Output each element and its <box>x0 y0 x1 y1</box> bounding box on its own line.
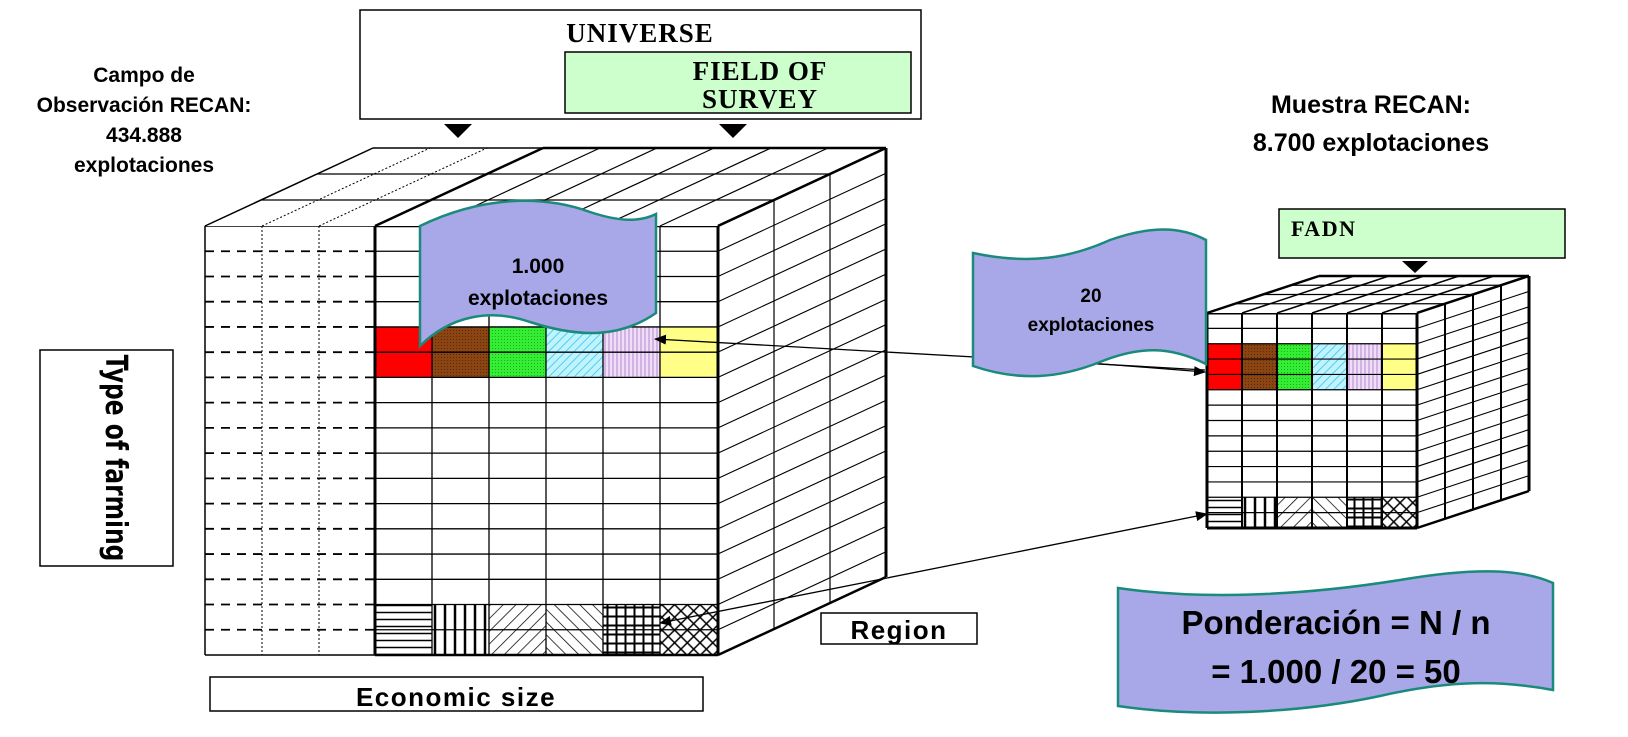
fadn-pointer-triangle <box>1402 261 1428 273</box>
economic-size-label: Economic size <box>356 682 556 712</box>
field-of-survey-box <box>564 51 912 114</box>
flag-1000-line2: explotaciones <box>468 287 608 310</box>
big-cube-side-row-line <box>717 575 887 657</box>
campo-line3: 434.888 <box>106 124 182 147</box>
big-cube-side-row-line <box>717 349 887 429</box>
small-cube-type-cell <box>1382 343 1417 390</box>
flag-20-explotaciones <box>971 228 1208 378</box>
big-cube-side-face <box>718 148 886 655</box>
region-box <box>820 612 978 645</box>
flag-1000-line1: 1.000 <box>512 255 565 278</box>
muestra-line2: 8.700 explotaciones <box>1253 129 1489 157</box>
big-cube-side-row-line <box>717 425 887 505</box>
small-cube-type-cell <box>1242 343 1277 390</box>
campo-line1: Campo de <box>93 64 195 87</box>
big-cube-side-row-line <box>717 374 887 454</box>
arrow-bottom-to-big <box>659 577 888 626</box>
small-cube-type-cell <box>1312 343 1347 390</box>
campo-line4: explotaciones <box>74 154 214 177</box>
big-cube-top-depth-line-dotted <box>318 147 488 227</box>
big-cube-side-row-line <box>717 273 887 353</box>
universe-label: UNIVERSE <box>566 18 714 48</box>
flag-1000-explotaciones <box>418 199 658 350</box>
big-cube-top-depth-line <box>602 147 772 227</box>
fadn-box <box>1278 208 1566 259</box>
big-cube-side-row-line <box>717 146 887 228</box>
ponderacion-line1: Ponderación = N / n <box>1182 604 1491 641</box>
flag-20-line1: 20 <box>1080 286 1101 307</box>
big-cube-side-row-line <box>717 526 887 606</box>
type-of-farming-label: Type of farming <box>98 355 133 562</box>
big-cube-side-row-line <box>717 450 887 530</box>
big-cube-top-depth-line <box>659 147 829 227</box>
small-cube-type-cell <box>1277 343 1312 390</box>
big-cube-side-row-line <box>717 551 887 631</box>
big-cube-top-depth-line <box>374 146 544 228</box>
field-of-survey-line1: FIELD OF <box>693 56 828 86</box>
type-of-farming-box <box>39 349 174 567</box>
big-cube-side-row-line <box>717 324 887 404</box>
big-cube-top-depth-line-dotted <box>261 147 431 227</box>
big-cube-side-row-line <box>717 223 887 303</box>
arrow-flag20-to-sample <box>1089 362 1206 377</box>
big-cube-side-row-line <box>717 399 887 479</box>
big-cube-side-row-line <box>717 248 887 328</box>
big-cube-side-row-line <box>717 172 887 252</box>
small-cube-type-cell <box>1207 343 1242 390</box>
muestra-recan-text: Muestra RECAN: 8.700 explotaciones <box>1253 91 1489 157</box>
pointer-triangle-left <box>444 124 472 138</box>
fadn-sample-cube <box>1205 274 1531 530</box>
ponderacion-line2: = 1.000 / 20 = 50 <box>1211 653 1461 690</box>
small-cube-type-cell <box>1347 343 1382 390</box>
big-cube-side-row-line <box>717 500 887 580</box>
muestra-line1: Muestra RECAN: <box>1271 91 1471 119</box>
fadn-label: FADN <box>1291 216 1356 241</box>
flag-20-line2: explotaciones <box>1028 315 1155 336</box>
big-cube-side-row-line <box>717 298 887 378</box>
big-cube-side-row-line <box>717 197 887 277</box>
region-label: Region <box>850 615 947 645</box>
big-cube-side-row-line <box>717 475 887 555</box>
arrow-bottom-to-small <box>886 511 1208 579</box>
campo-observacion-text: Campo de Observación RECAN: 434.888 expl… <box>37 64 252 177</box>
campo-line2: Observación RECAN: <box>37 94 252 117</box>
field-of-survey-line2: SURVEY <box>702 84 818 114</box>
big-cube-top-left-edge <box>204 147 374 227</box>
pointer-triangle-right <box>719 124 747 138</box>
big-cube-top-face <box>205 148 886 226</box>
economic-size-box <box>209 676 704 712</box>
flag-ponderacion <box>1116 570 1555 714</box>
